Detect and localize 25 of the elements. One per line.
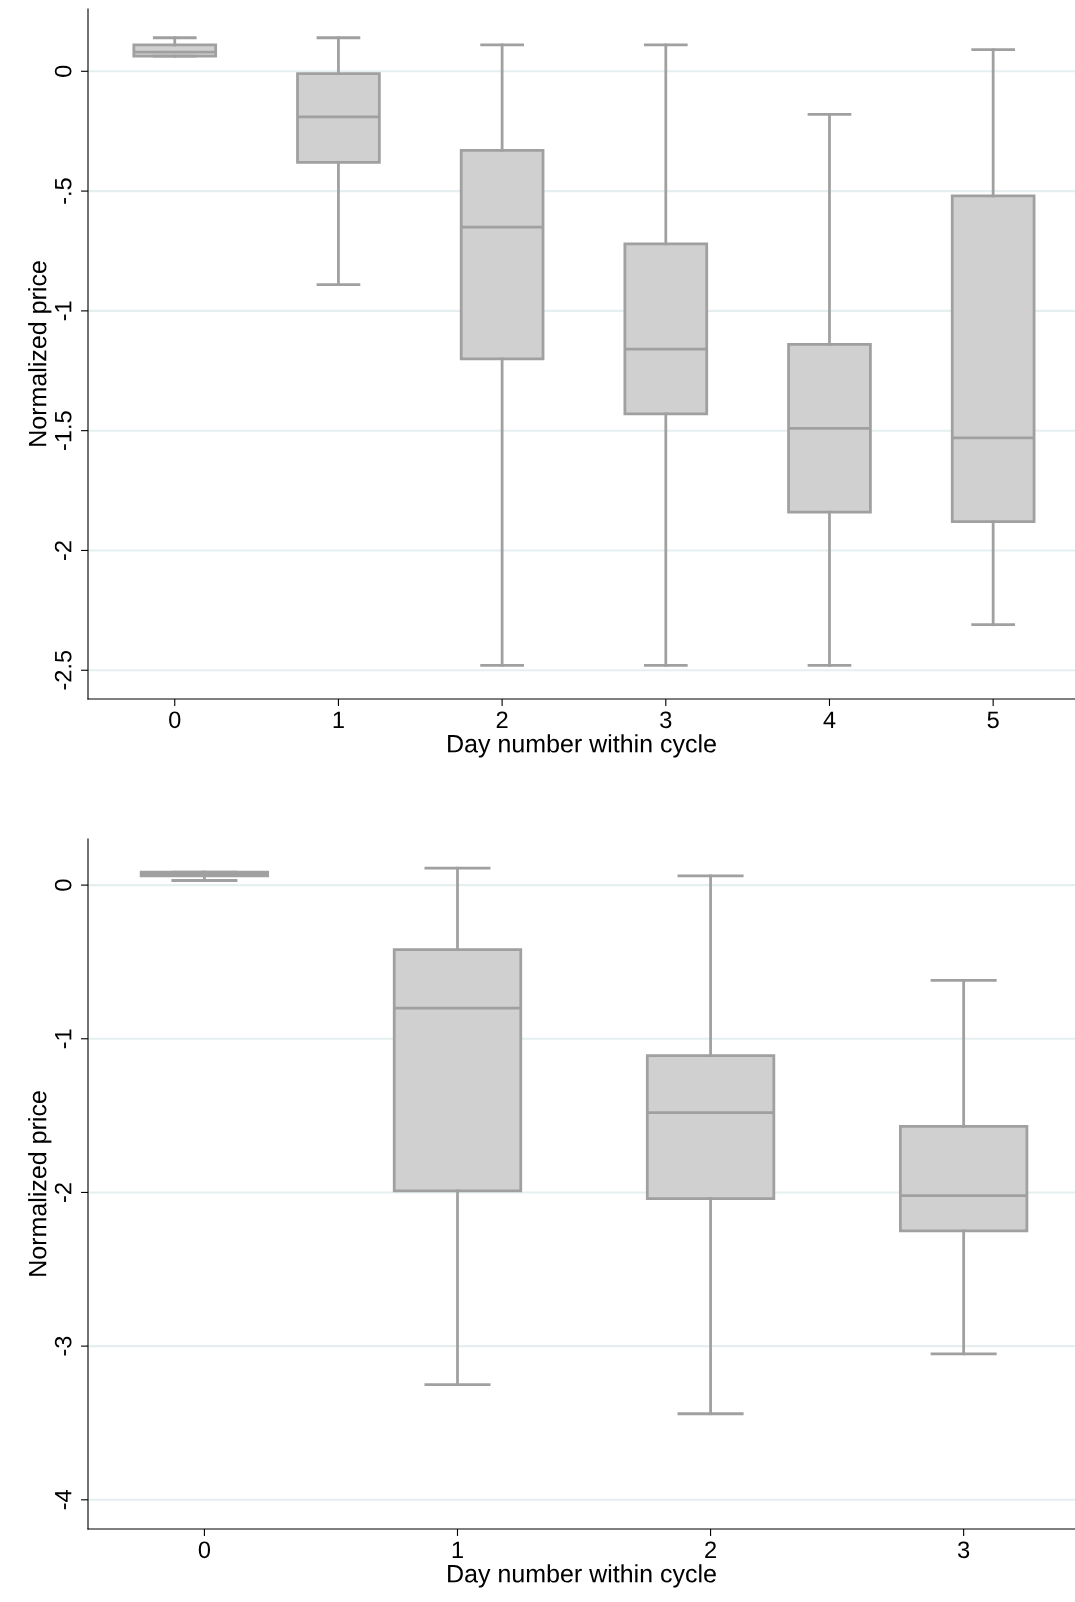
y-tick-label: -4 (55, 1489, 72, 1510)
x-tick-label: 4 (823, 711, 836, 728)
y-tick-label: -1 (55, 301, 72, 321)
y-tick-label: -2.5 (54, 650, 72, 690)
x-tick-label: 0 (198, 1541, 211, 1559)
x-tick-label: 2 (705, 1541, 716, 1558)
x-tick-label: 3 (957, 1541, 970, 1559)
y-tick-label: -2 (54, 1183, 72, 1202)
y-tick-label: -.5 (55, 178, 72, 204)
y-tick-label: -1.5 (55, 411, 72, 450)
y-tick-label: -3 (54, 1336, 72, 1356)
y-tick-label: -1 (55, 1029, 72, 1049)
x-tick-label: 5 (987, 711, 999, 729)
x-tick-label: 1 (452, 1541, 463, 1558)
x-tick-label: 0 (169, 711, 181, 729)
x-tick-label: 2 (496, 711, 508, 728)
x-tick-label: 3 (660, 711, 672, 729)
x-axis-title: Day number within cycle (448, 1564, 716, 1588)
y-axis-title: Normalized price (28, 1091, 52, 1276)
x-axis-title: Day number within cycle (448, 734, 716, 758)
x-tick-label: 1 (333, 711, 344, 728)
y-tick-label: 0 (54, 879, 72, 891)
y-tick-label: 0 (54, 65, 72, 77)
y-tick-label: -2 (54, 541, 72, 560)
y-axis-title: Normalized price (28, 261, 52, 446)
